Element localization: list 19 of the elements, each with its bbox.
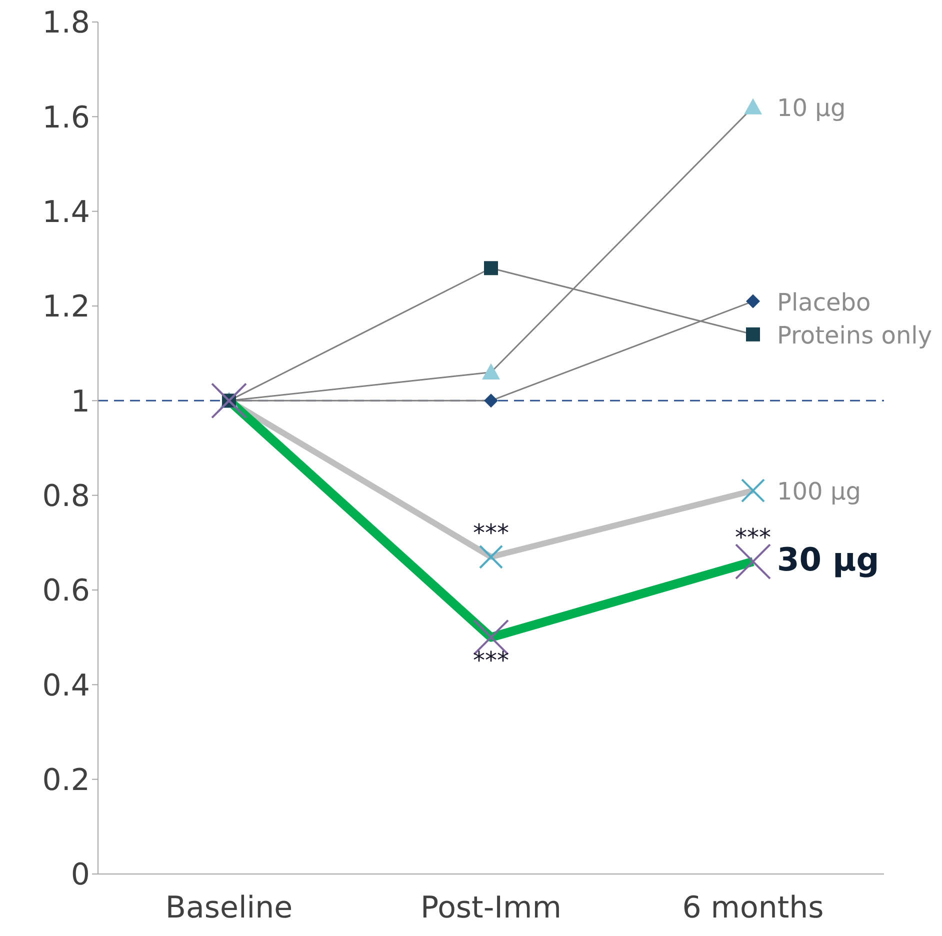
y-tick-label: 1 [70, 384, 90, 420]
series-label: Proteins only [777, 321, 932, 350]
y-tick-label: 0.6 [42, 574, 90, 609]
y-tick-label: 0.2 [42, 762, 90, 798]
annotation: *** [473, 646, 509, 674]
x-tick-label: Baseline [165, 890, 293, 926]
y-tick-label: 0 [70, 858, 90, 893]
y-tick-label: 1.2 [42, 290, 90, 325]
y-tick-label: 1.8 [42, 6, 90, 41]
series-label: 10 µg [777, 94, 846, 122]
x-tick-label: Post-Imm [420, 890, 562, 926]
series-label: 100 µg [777, 478, 861, 506]
series-label: 30 µg [777, 540, 880, 579]
y-tick-label: 1.4 [42, 194, 90, 230]
y-tick-label: 1.6 [42, 100, 90, 136]
y-tick-label: 0.4 [42, 668, 90, 704]
series-label: Placebo [777, 288, 871, 316]
y-tick-label: 0.8 [42, 478, 90, 514]
x-tick-label: 6 months [682, 890, 824, 926]
